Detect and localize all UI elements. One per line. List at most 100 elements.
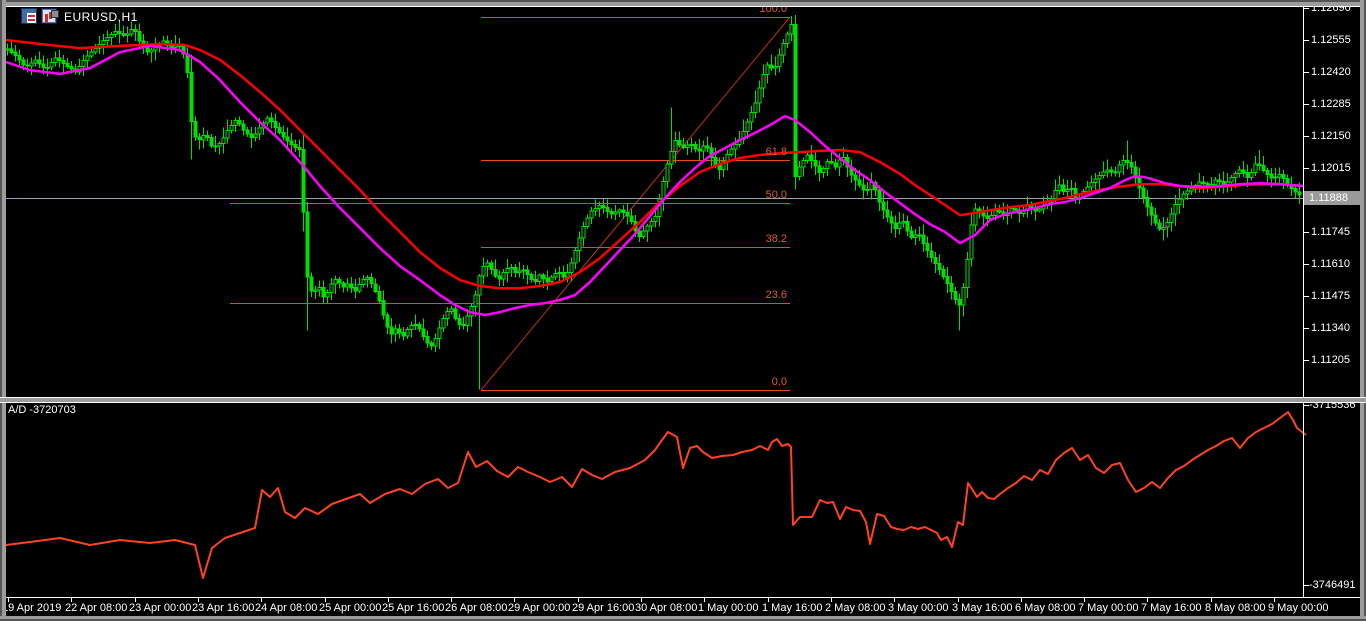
candle-body [1085, 186, 1090, 193]
candle-body [325, 291, 330, 298]
candle-body [237, 120, 242, 125]
candle-body [1213, 179, 1218, 186]
candle-body [545, 277, 550, 283]
candle-body [209, 137, 214, 147]
candle-body [361, 278, 366, 285]
candle-body [349, 283, 354, 289]
candle-body [1233, 173, 1238, 179]
candle-body [1293, 187, 1298, 193]
candle-body [681, 144, 686, 148]
candlestick-series[interactable] [5, 15, 1302, 390]
candle-body [249, 133, 254, 138]
candle-body [961, 287, 966, 306]
candle-body [381, 300, 386, 316]
candle-body [669, 151, 674, 165]
candle-body [649, 220, 654, 227]
candle-body [305, 211, 310, 278]
price-axis-label: 1.11745 [1311, 226, 1350, 238]
candle-body [569, 262, 574, 273]
candle-body [809, 154, 814, 161]
candle-body [553, 273, 558, 278]
candle-body [121, 33, 126, 36]
candle-body [629, 215, 634, 222]
candle-body [665, 163, 670, 182]
candle-body [465, 315, 470, 327]
chart-window-icon[interactable] [41, 8, 59, 24]
candle-body [497, 275, 502, 280]
candle-body [997, 210, 1002, 213]
candle-body [509, 267, 514, 270]
candle-body [1189, 188, 1194, 192]
time-axis-label: 26 Apr 08:00 [445, 602, 508, 614]
candle-body [693, 143, 698, 150]
candle-body [53, 57, 58, 63]
candle-body [137, 31, 142, 42]
candle-body [921, 234, 926, 244]
candle-body [101, 40, 106, 46]
candle-body [81, 60, 86, 67]
symbol-timeframe-label: EURUSD,H1 [64, 10, 138, 24]
candle-body [901, 220, 906, 224]
price-axis-label: 1.12285 [1311, 98, 1351, 110]
candle-body [1265, 169, 1270, 175]
market-watch-icon[interactable] [21, 8, 37, 24]
candle-body [1057, 184, 1062, 191]
time-axis-label: 22 Apr 08:00 [65, 602, 128, 614]
moving-average-slow-line [5, 38, 1304, 290]
candle-body [269, 117, 274, 122]
candle-body [525, 269, 530, 276]
candle-body [941, 269, 946, 277]
market-watch-icon-column [22, 13, 27, 23]
fibonacci-level-label: 0.0 [771, 375, 787, 388]
candle-body [909, 230, 914, 238]
candle-body [593, 207, 598, 212]
candle-body [1117, 164, 1122, 173]
candle-body [729, 148, 734, 156]
fibonacci-level-label: 50.0 [765, 188, 787, 201]
candle-body [877, 189, 882, 203]
candle-body [893, 222, 898, 229]
candle-body [65, 63, 70, 67]
candle-body [761, 73, 766, 89]
candle-body [609, 210, 614, 215]
candle-body [765, 64, 770, 75]
candle-body [1157, 222, 1162, 230]
accumulation-distribution-line [5, 411, 1307, 579]
candle-body [401, 332, 406, 337]
candle-body [781, 43, 786, 56]
candle-body [777, 54, 782, 67]
candle-body [697, 148, 702, 152]
candle-body [625, 211, 630, 217]
window-frame-left [0, 0, 6, 621]
market-watch-icon-row [28, 15, 35, 17]
candle-body [1257, 163, 1262, 167]
candle-body [689, 143, 694, 146]
candle-body [189, 71, 194, 122]
candle-body [953, 290, 958, 300]
candle-body [61, 60, 66, 64]
candle-body [701, 145, 706, 152]
candle-body [1181, 193, 1186, 200]
candle-body [861, 184, 866, 191]
candle-body [493, 269, 498, 277]
candle-body [481, 265, 486, 277]
candle-body [365, 276, 370, 280]
candle-body [49, 62, 54, 68]
candle-body [749, 111, 754, 123]
candle-body [69, 65, 74, 70]
candle-body [517, 270, 522, 273]
candle-body [565, 271, 570, 278]
price-axis-label: 1.12555 [1311, 34, 1351, 46]
candle-body [229, 124, 234, 132]
candle-body [21, 59, 26, 66]
candle-body [837, 159, 842, 168]
candle-body [501, 272, 506, 280]
pane-divider-handle[interactable] [0, 397, 1366, 403]
candle-body [589, 210, 594, 219]
candle-body [857, 179, 862, 186]
time-axis-label: 29 Apr 16:00 [572, 602, 635, 614]
candle-body [125, 33, 130, 36]
candle-body [1129, 162, 1134, 168]
candle-body [1105, 169, 1110, 173]
